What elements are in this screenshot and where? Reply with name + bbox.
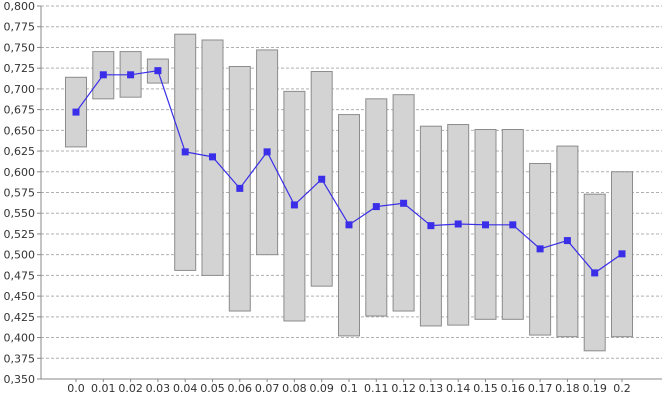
data-point-marker [345, 221, 353, 229]
x-tick-label: 0.17 [528, 382, 553, 395]
x-tick-label: 0.18 [555, 382, 580, 395]
x-tick-label: 0.14 [446, 382, 471, 395]
data-point-marker [482, 221, 489, 229]
y-tick-label: 0,575 [4, 187, 36, 200]
data-point-marker [427, 222, 435, 230]
data-point-marker [400, 199, 408, 207]
y-tick-label: 0,425 [4, 311, 36, 324]
data-point-marker [181, 148, 189, 156]
y-tick-label: 0,525 [4, 228, 36, 241]
data-point-marker [618, 250, 626, 258]
data-point-marker [591, 269, 599, 277]
y-tick-label: 0,550 [4, 207, 36, 220]
y-tick-label: 0,600 [4, 166, 36, 179]
x-tick-label: 0.1 [340, 382, 358, 395]
data-point-marker [236, 184, 244, 192]
x-tick-label: 0.01 [91, 382, 116, 395]
y-tick-label: 0,650 [4, 124, 36, 137]
x-tick-label: 0.07 [255, 382, 280, 395]
y-tick-label: 0,475 [4, 269, 36, 282]
data-point-marker [509, 221, 517, 229]
x-tick-label: 0.05 [200, 382, 225, 395]
range-boxes [65, 33, 633, 352]
x-axis: 0.0 0.01 0.02 0.03 0.04 0.05 0.06 0.07 0.08 0.09 0… [41, 378, 662, 395]
data-point-marker [318, 175, 326, 183]
x-tick-label: 0.03 [146, 382, 171, 395]
data-point-marker [72, 108, 80, 116]
x-tick-label: 0.2 [613, 382, 631, 395]
y-tick-label: 0,375 [4, 352, 36, 365]
x-tick-label: 0.04 [173, 382, 198, 395]
x-tick-label: 0.08 [282, 382, 307, 395]
x-tick-label: 0.19 [582, 382, 607, 395]
x-tick-label: 0.02 [118, 382, 143, 395]
data-point-marker [372, 203, 380, 211]
x-tick-label: 0.16 [501, 382, 526, 395]
x-tick-label: 0.12 [391, 382, 416, 395]
x-tick-label: 0.11 [364, 382, 389, 395]
y-tick-label: 0,625 [4, 145, 36, 158]
x-tick-label: 0.0 [67, 382, 85, 395]
x-tick-label: 0.13 [419, 382, 444, 395]
data-point-marker [454, 220, 462, 228]
y-tick-label: 0,500 [4, 249, 36, 262]
data-point-marker [290, 201, 298, 209]
y-tick-label: 0,400 [4, 332, 36, 345]
y-tick-label: 0,725 [4, 62, 36, 75]
data-point-marker [154, 67, 162, 75]
y-tick-label: 0,750 [4, 41, 36, 54]
x-tick-label: 0.15 [473, 382, 498, 395]
data-point-marker [99, 71, 107, 79]
y-tick-label: 0,800 [4, 0, 36, 13]
data-point-marker [209, 153, 216, 161]
y-axis: 0,350 0,375 0,400 0,425 0,450 0,475 0,500 0,525… [4, 0, 42, 386]
mean-series [72, 67, 626, 277]
y-tick-label: 0,350 [4, 373, 36, 386]
y-tick-label: 0,675 [4, 104, 36, 117]
y-tick-label: 0,450 [4, 290, 36, 303]
data-point-marker [536, 245, 544, 253]
data-point-marker [263, 148, 271, 156]
data-point-marker [127, 71, 135, 79]
data-point-marker [563, 237, 571, 245]
y-tick-label: 0,775 [4, 21, 36, 34]
x-tick-label: 0.06 [228, 382, 253, 395]
x-tick-label: 0.09 [309, 382, 334, 395]
y-tick-label: 0,700 [4, 83, 36, 96]
